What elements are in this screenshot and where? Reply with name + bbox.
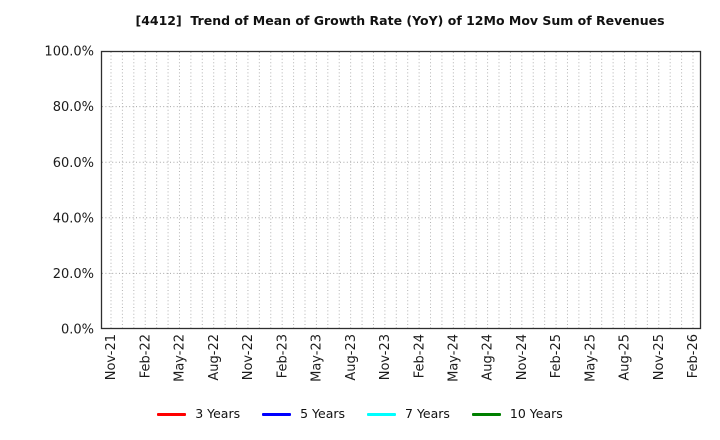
y-tick-label: 100.0% bbox=[44, 45, 94, 60]
plot-frame bbox=[100, 50, 702, 330]
x-tick-label: Feb-25 bbox=[549, 334, 564, 378]
x-tick-label: Aug-25 bbox=[618, 334, 633, 381]
x-tick-label: Feb-26 bbox=[686, 334, 701, 378]
x-tick-label: Aug-23 bbox=[344, 334, 359, 381]
y-tick-label: 60.0% bbox=[53, 156, 94, 171]
legend-label: 3 Years bbox=[195, 406, 241, 421]
x-tick-label: Nov-21 bbox=[104, 334, 119, 380]
chart-title: [4412] Trend of Mean of Growth Rate (YoY… bbox=[135, 13, 665, 28]
x-tick-label: Nov-25 bbox=[652, 334, 667, 380]
y-tick-label: 80.0% bbox=[53, 100, 94, 115]
legend-item-7-years: 7 Years bbox=[367, 407, 450, 421]
x-tick-label: May-24 bbox=[447, 334, 462, 382]
y-tick-label: 0.0% bbox=[61, 323, 94, 338]
legend-item-5-years: 5 Years bbox=[262, 407, 345, 421]
x-tick-label: Nov-24 bbox=[515, 334, 530, 380]
legend-item-10-years: 10 Years bbox=[471, 406, 563, 421]
x-tick-label: May-22 bbox=[173, 334, 188, 382]
legend-label: 10 Years bbox=[509, 406, 563, 421]
legend-line-swatch bbox=[157, 412, 187, 416]
y-tick-label: 20.0% bbox=[53, 267, 94, 282]
y-tick-label: 40.0% bbox=[53, 211, 94, 226]
x-tick-label: Aug-22 bbox=[207, 334, 222, 381]
x-tick-label: Nov-22 bbox=[241, 334, 256, 380]
legend-line-swatch bbox=[367, 412, 397, 416]
x-tick-label: Aug-24 bbox=[481, 334, 496, 381]
legend-label: 7 Years bbox=[405, 406, 450, 421]
legend: 3 Years 5 Years 7 Years 10 Years bbox=[0, 401, 720, 427]
x-tick-label: Nov-23 bbox=[378, 334, 393, 380]
legend-item-3-years: 3 Years bbox=[157, 407, 240, 421]
x-tick-label: Feb-22 bbox=[138, 334, 153, 378]
legend-label: 5 Years bbox=[300, 406, 346, 421]
x-tick-label: May-25 bbox=[583, 334, 598, 382]
x-tick-label: Feb-24 bbox=[412, 334, 427, 378]
legend-line-swatch bbox=[471, 412, 501, 416]
legend-line-swatch bbox=[262, 412, 292, 416]
x-tick-label: Feb-23 bbox=[275, 334, 290, 378]
x-tick-label: May-23 bbox=[310, 334, 325, 382]
